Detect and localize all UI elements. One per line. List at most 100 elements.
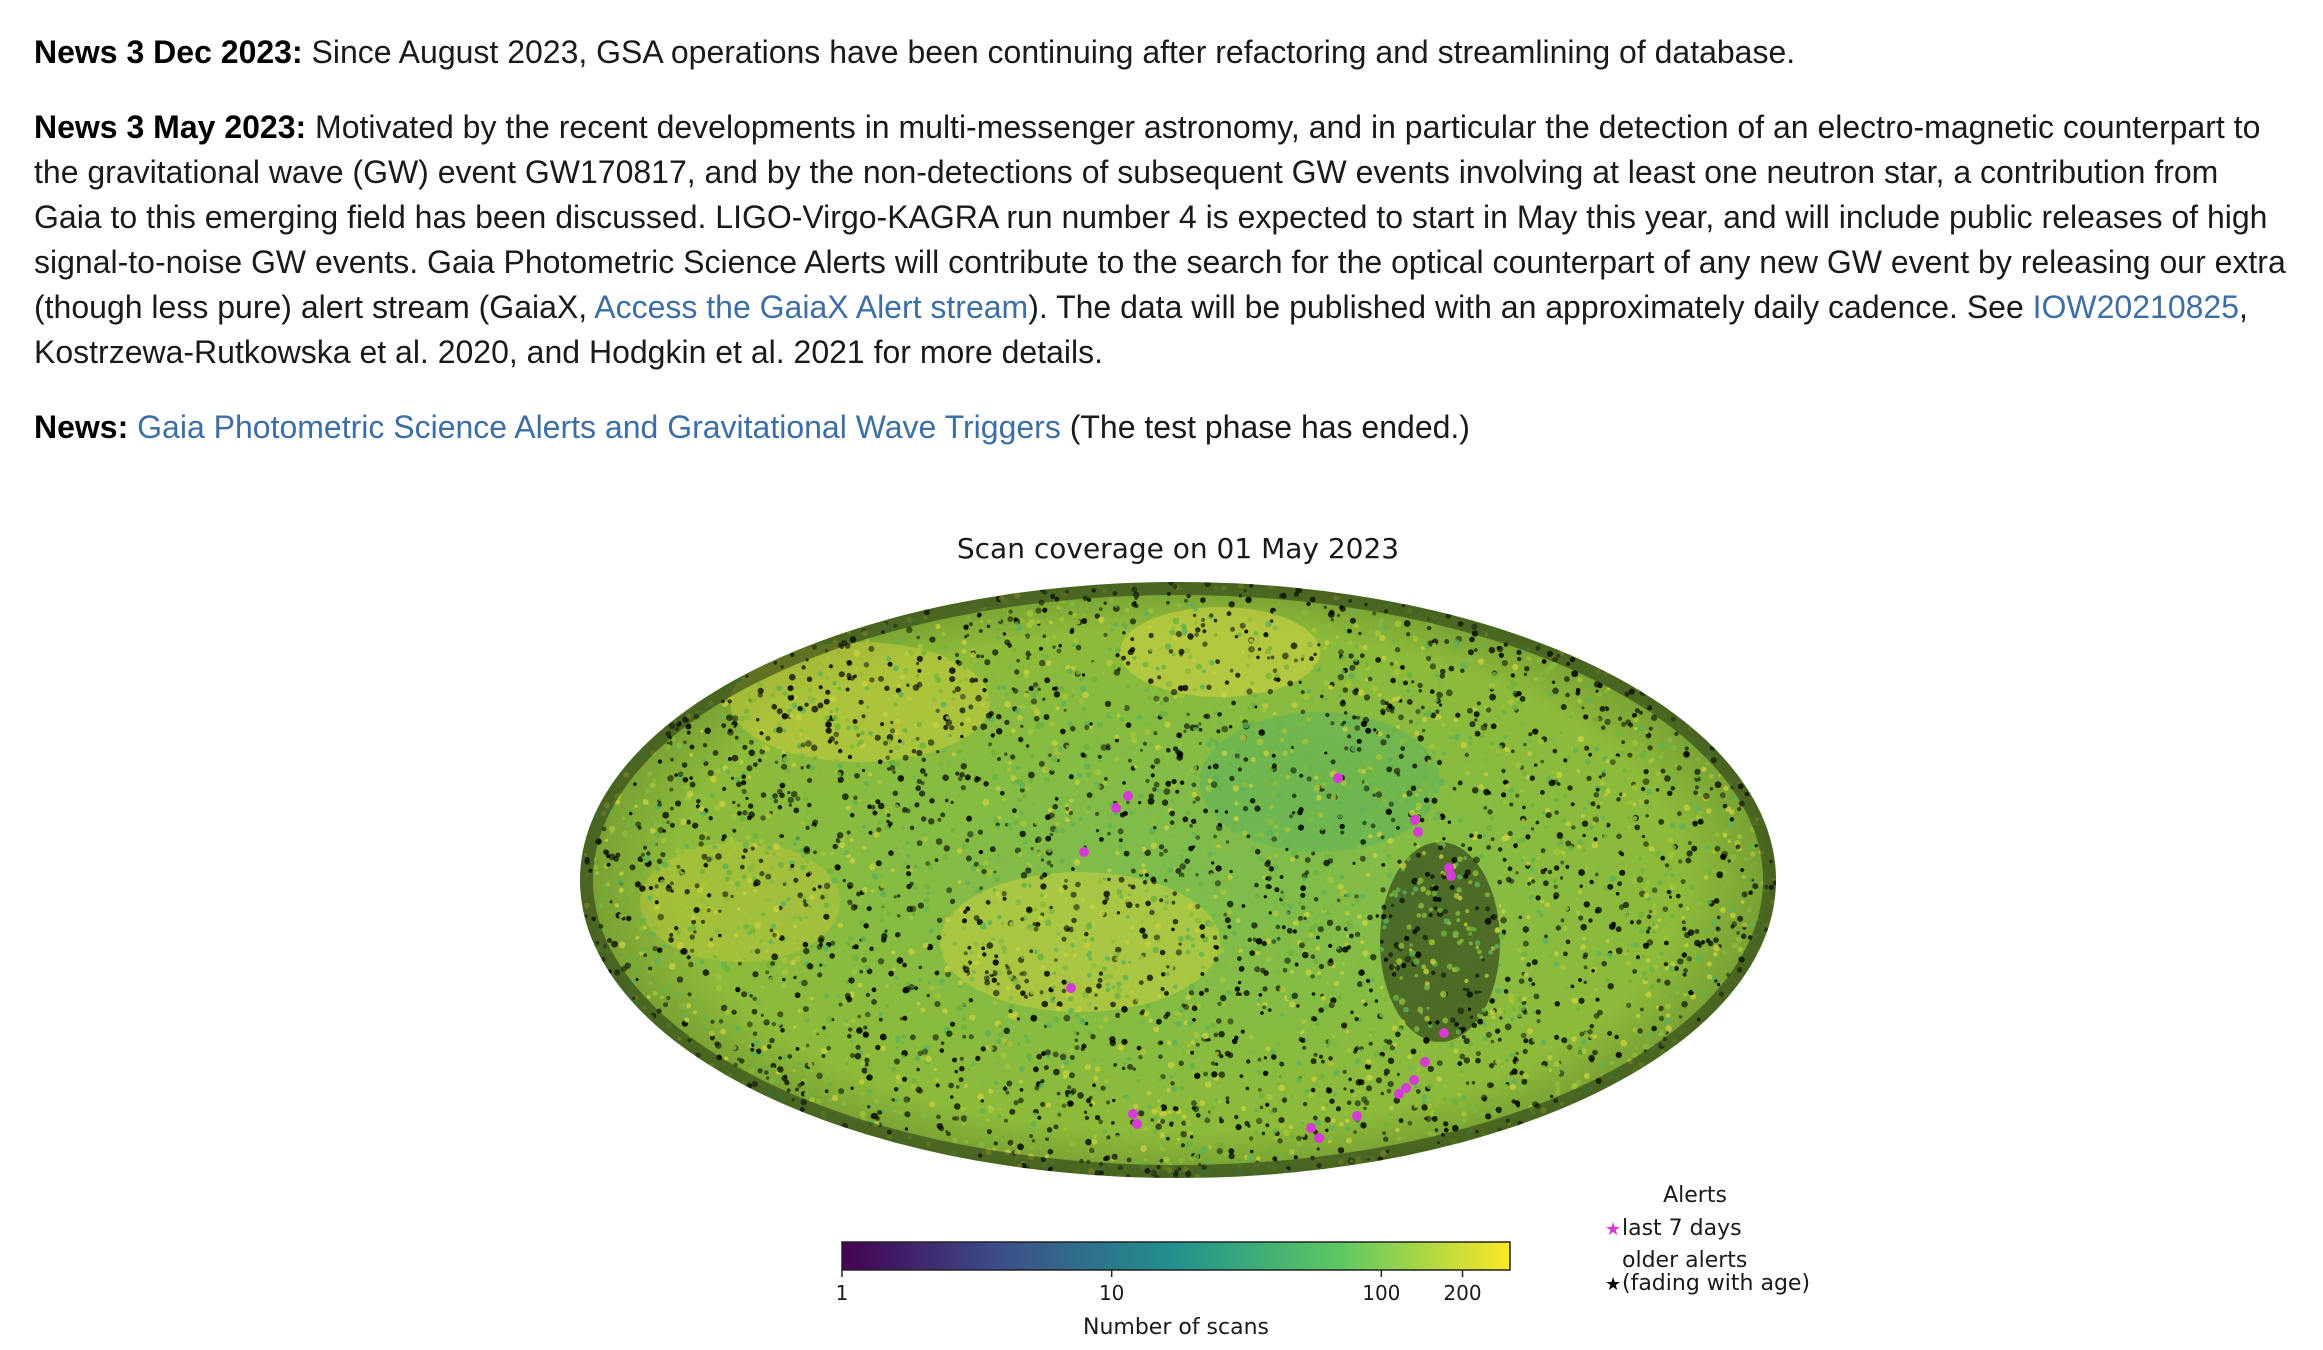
older-alert-marker — [1171, 779, 1177, 785]
scan-density-dot — [896, 683, 901, 688]
scan-density-dot — [1627, 941, 1634, 948]
older-alert-marker — [1473, 711, 1480, 718]
older-alert-marker — [1193, 1105, 1200, 1113]
scan-density-dot — [1010, 1013, 1018, 1020]
older-alert-marker — [1294, 962, 1299, 967]
scan-density-dot — [1740, 900, 1745, 904]
scan-density-dot — [752, 990, 756, 994]
older-alert-marker — [1401, 962, 1407, 969]
scan-density-dot — [748, 866, 754, 872]
older-alert-marker — [1267, 688, 1273, 695]
news-link[interactable]: IOW20210825 — [2032, 289, 2239, 325]
scan-density-dot — [1679, 822, 1686, 830]
scan-density-dot — [1357, 959, 1364, 966]
scan-density-dot — [1263, 699, 1268, 704]
scan-density-dot — [938, 978, 945, 985]
older-alert-marker — [781, 1075, 788, 1082]
older-alert-marker — [1516, 649, 1522, 656]
older-alert-marker — [1383, 1038, 1389, 1044]
scan-density-dot — [1683, 992, 1688, 997]
older-alert-marker — [1354, 1016, 1359, 1022]
scan-density-dot — [1181, 625, 1188, 631]
scan-density-dot — [1274, 1135, 1279, 1140]
older-alert-marker — [973, 861, 979, 867]
scan-density-dot — [1339, 1121, 1344, 1127]
older-alert-marker — [1372, 611, 1377, 616]
scan-density-dot — [914, 1055, 921, 1061]
scan-density-dot — [1586, 684, 1590, 688]
scan-density-dot — [1522, 770, 1528, 776]
news-link[interactable]: Access the GaiaX Alert stream — [594, 289, 1029, 325]
older-alert-marker — [1515, 1051, 1519, 1056]
scan-density-dot — [752, 697, 757, 702]
older-alert-marker — [818, 937, 824, 943]
older-alert-marker — [1135, 903, 1140, 908]
scan-density-dot — [1021, 882, 1027, 889]
scan-density-dot — [1087, 973, 1092, 978]
scan-density-dot — [1737, 946, 1744, 953]
scan-density-dot — [1256, 1044, 1263, 1052]
scan-density-dot — [1092, 1087, 1097, 1092]
scan-density-dot — [915, 674, 920, 678]
older-alert-marker — [997, 757, 1001, 761]
scan-density-dot — [1606, 744, 1611, 749]
scan-density-dot — [1352, 1092, 1357, 1098]
older-alert-marker — [1094, 1006, 1098, 1010]
scan-density-dot — [1337, 759, 1342, 764]
older-alert-marker — [854, 1052, 862, 1060]
scan-density-dot — [1265, 938, 1272, 945]
scan-density-dot — [1217, 847, 1223, 852]
scan-density-dot — [801, 895, 806, 900]
scan-density-dot — [916, 1001, 921, 1006]
scan-density-dot — [1397, 680, 1404, 688]
scan-density-dot — [804, 1094, 809, 1099]
older-alert-marker — [656, 947, 663, 953]
older-alert-marker — [902, 986, 910, 994]
scan-density-dot — [1542, 979, 1547, 984]
scan-density-dot — [1379, 985, 1384, 990]
older-alert-marker — [1607, 1030, 1613, 1036]
scan-density-dot — [728, 836, 735, 844]
scan-density-dot — [1637, 725, 1644, 732]
scan-density-dot — [1269, 779, 1274, 784]
scan-density-dot — [1217, 785, 1223, 790]
scan-density-dot — [1325, 885, 1330, 890]
older-alert-marker — [710, 1019, 715, 1024]
older-alert-marker — [1547, 869, 1553, 875]
older-alert-marker — [1457, 780, 1463, 786]
scan-density-dot — [1415, 792, 1420, 797]
scan-density-dot — [964, 677, 968, 681]
older-alert-marker — [1588, 752, 1592, 757]
scan-density-dot — [1482, 750, 1489, 756]
older-alert-marker — [1563, 951, 1568, 957]
scan-density-dot — [859, 906, 864, 911]
scan-density-dot — [1289, 1134, 1294, 1140]
older-alert-marker — [1354, 725, 1361, 731]
scan-density-dot — [1475, 946, 1479, 950]
news-link[interactable]: Gaia Photometric Science Alerts and Grav… — [137, 409, 1061, 445]
scan-density-dot — [715, 774, 723, 782]
older-alert-marker — [1166, 747, 1171, 753]
older-alert-marker — [1565, 939, 1571, 945]
older-alert-marker — [674, 926, 679, 931]
older-alert-marker — [1475, 973, 1480, 978]
older-alert-marker — [909, 825, 915, 831]
scan-density-dot — [1517, 844, 1523, 850]
scan-density-dot — [901, 1034, 906, 1039]
scan-density-dot — [1070, 821, 1076, 827]
scan-density-dot — [1173, 702, 1178, 707]
scan-density-dot — [1144, 757, 1149, 762]
scan-density-dot — [1345, 911, 1350, 916]
scan-density-dot — [795, 714, 802, 721]
scan-density-dot — [1479, 955, 1483, 959]
scan-density-dot — [1052, 635, 1057, 640]
scan-density-dot — [700, 729, 704, 733]
scan-density-dot — [853, 725, 859, 731]
scan-density-dot — [618, 887, 624, 893]
older-alert-marker — [1715, 926, 1720, 931]
older-alert-marker — [1153, 934, 1161, 941]
older-alert-marker — [720, 1004, 728, 1012]
older-alert-marker — [1326, 919, 1334, 926]
scan-density-dot — [1156, 1140, 1163, 1147]
older-alert-marker — [1552, 779, 1559, 785]
